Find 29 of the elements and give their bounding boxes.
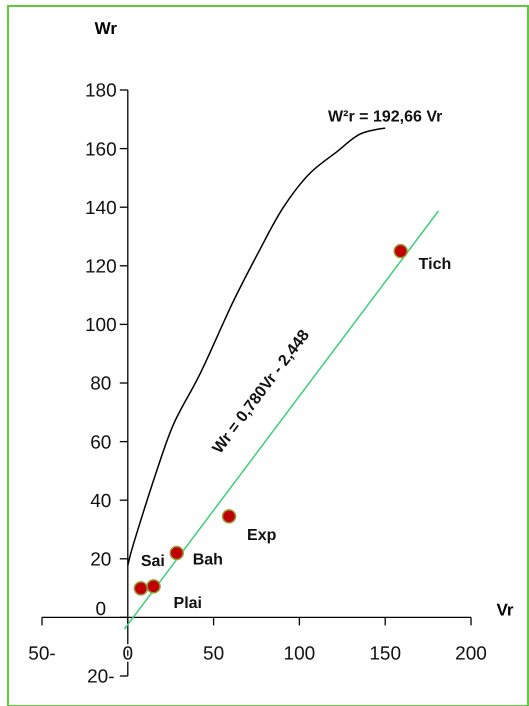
y-tick-label: 160 xyxy=(84,139,117,160)
x-axis-title: Vr xyxy=(496,600,514,620)
y-axis-title: Wr xyxy=(94,19,118,38)
y-tick-label: 140 xyxy=(84,198,117,219)
y-tick-label: 60 xyxy=(90,432,112,454)
point xyxy=(222,509,236,524)
annotation: W²r = 192,66 Vr xyxy=(328,108,442,126)
annotation: Exp xyxy=(247,526,277,544)
y-tick-label: 0 xyxy=(96,599,106,620)
y-tick-label: 20 xyxy=(90,549,112,570)
y-tick-label: 20- xyxy=(87,666,115,688)
point xyxy=(134,581,148,596)
y-tick-label: 180 xyxy=(84,80,117,102)
annotation: Sai xyxy=(140,552,165,570)
y-tick-label: 80 xyxy=(90,374,112,395)
x-tick-label: 100 xyxy=(284,643,316,664)
x-tick-label: 200 xyxy=(455,643,487,664)
annotation: Tich xyxy=(418,256,452,273)
annotation: Plai xyxy=(174,594,202,612)
x-tick-label: 50 xyxy=(203,643,224,664)
y-tick-label: 100 xyxy=(84,315,117,336)
x-tick-label: 50- xyxy=(28,643,56,664)
x-tick-label: 150 xyxy=(369,643,402,664)
y-tick-label: 120 xyxy=(84,256,117,278)
point xyxy=(393,244,408,258)
annotation: Bah xyxy=(192,552,223,569)
point xyxy=(169,546,184,560)
y-tick-label: 40 xyxy=(90,490,112,512)
point xyxy=(146,579,161,594)
